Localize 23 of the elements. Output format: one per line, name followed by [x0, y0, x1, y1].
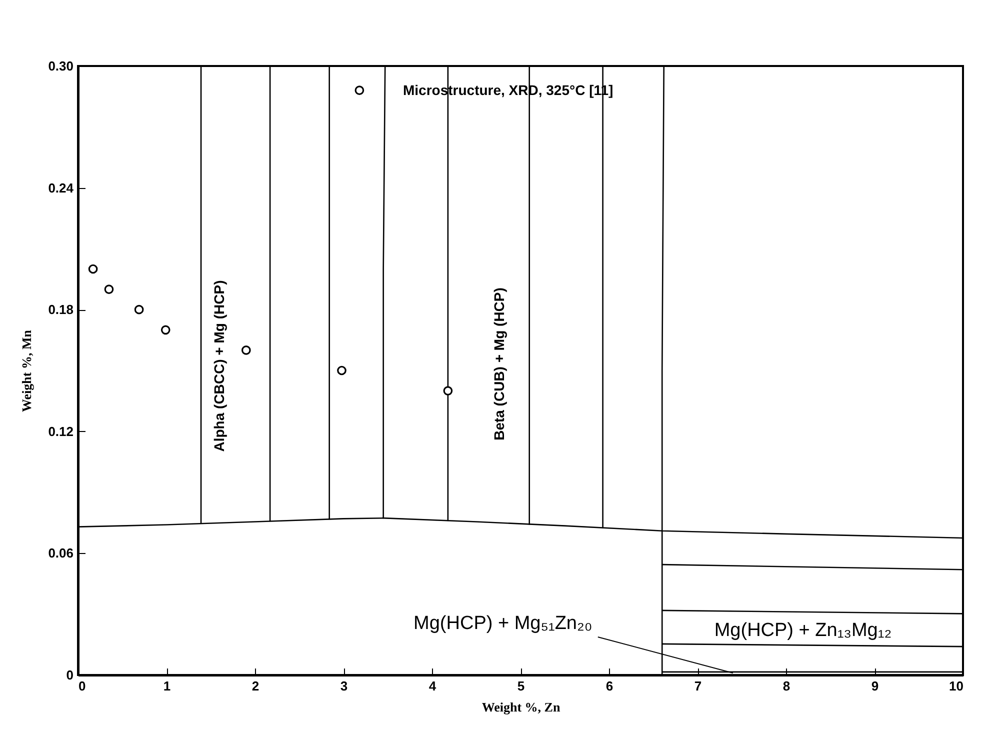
- annotation: Alpha (CBCC) + Mg (HCP): [211, 280, 227, 452]
- x-axis-title: Weight %, Zn: [482, 700, 561, 714]
- x-tick-label: 7: [694, 678, 702, 694]
- x-tick-label: 6: [606, 678, 614, 694]
- x-tick-label: 0: [78, 678, 86, 694]
- x-tick-label: 10: [949, 678, 964, 694]
- annotation: Mg(HCP) + Mg₅₁Zn₂₀: [414, 612, 592, 634]
- y-tick-label: 0.06: [48, 546, 74, 561]
- annotation: Mg(HCP) + Zn₁₃Mg₁₂: [714, 620, 892, 641]
- y-tick-label: 0: [66, 668, 74, 682]
- y-tick-label: 0.24: [48, 180, 74, 196]
- x-tick-label: 3: [340, 678, 348, 694]
- y-tick-label: 0.12: [48, 424, 74, 439]
- y-axis-title: Weight %, Mn: [19, 329, 34, 412]
- x-tick-label: 8: [782, 678, 790, 694]
- annotation: Beta (CUB) + Mg (HCP): [491, 288, 507, 440]
- y-tick-label: 0.30: [48, 58, 74, 74]
- x-tick-label: 1: [163, 678, 171, 694]
- x-tick-label: 4: [428, 678, 437, 694]
- x-tick-label: 9: [871, 678, 879, 694]
- y-tick-label: 0.18: [48, 302, 74, 318]
- x-tick-label: 2: [252, 678, 260, 694]
- x-tick-label: 5: [517, 678, 525, 694]
